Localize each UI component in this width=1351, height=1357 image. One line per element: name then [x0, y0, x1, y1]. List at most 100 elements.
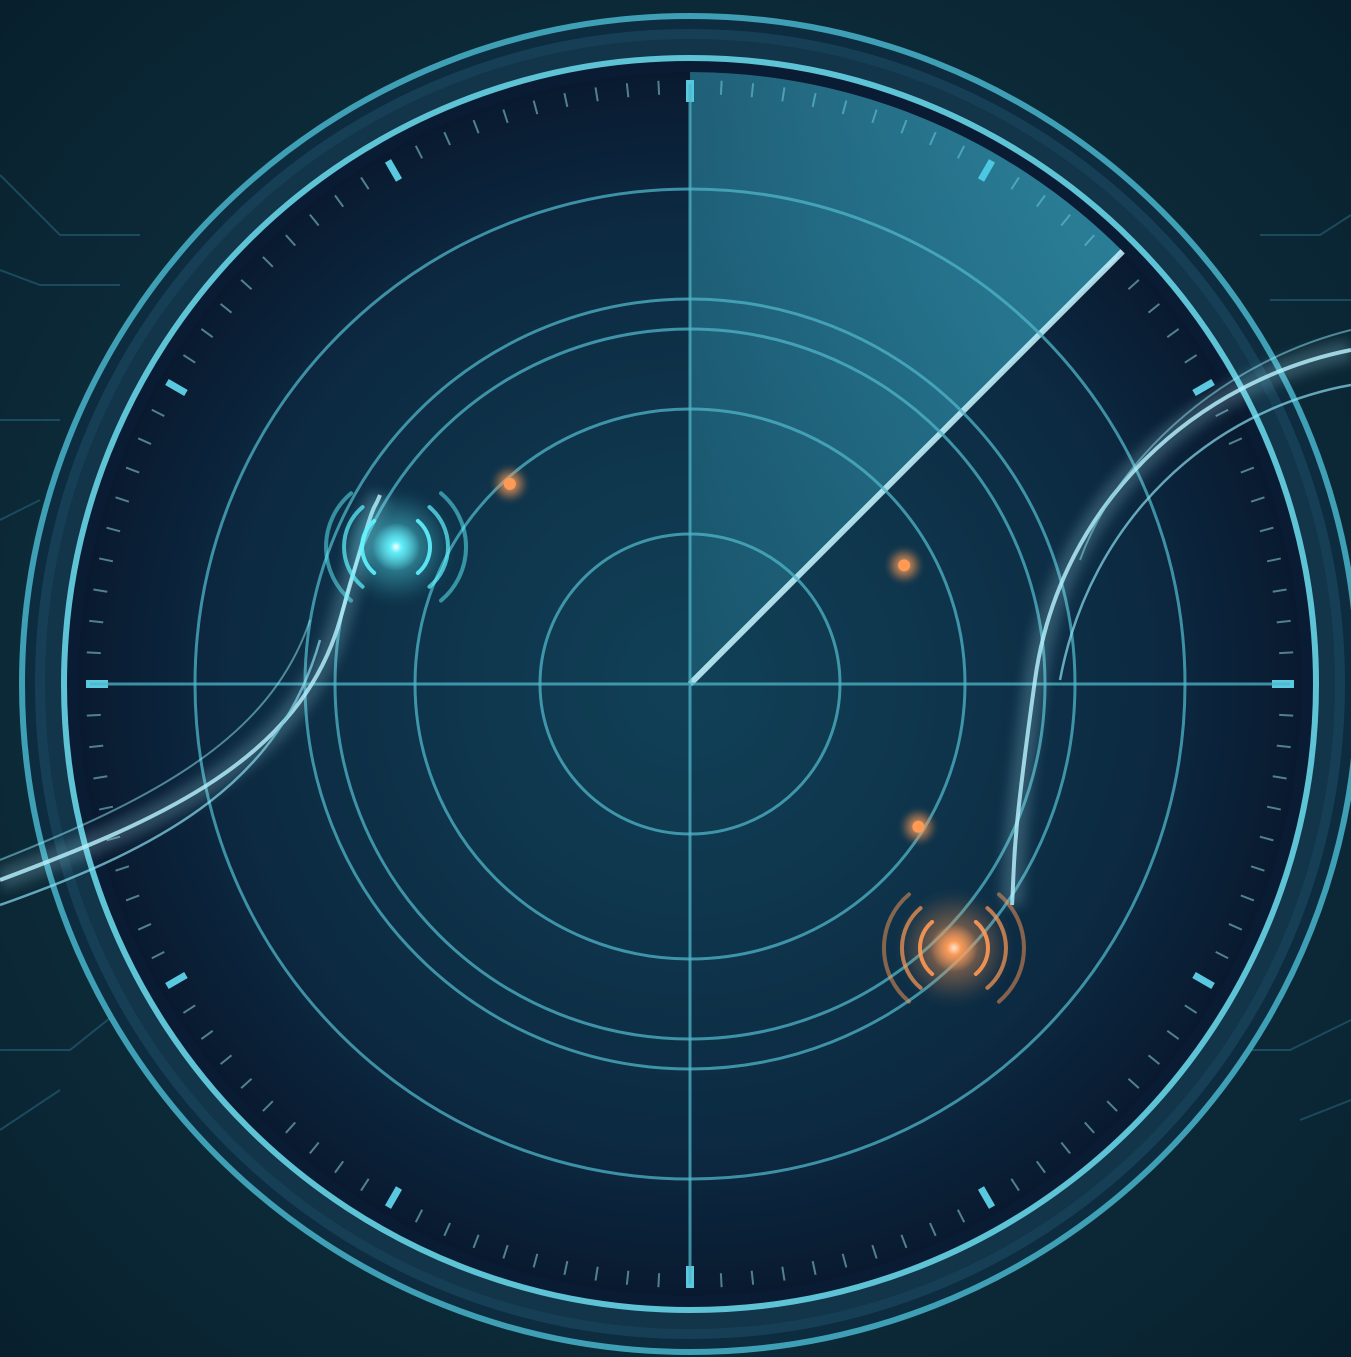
signal-trail-right: [1001, 329, 1351, 906]
minor-tick: [472, 119, 480, 134]
signal-arc: [973, 919, 990, 977]
minor-tick: [1240, 894, 1255, 902]
minor-tick: [89, 619, 104, 624]
minor-tick: [93, 588, 108, 593]
minor-tick: [625, 1270, 630, 1285]
minor-tick: [750, 1270, 755, 1285]
minor-tick: [1250, 496, 1265, 503]
minor-tick: [115, 496, 130, 503]
signal-arc: [918, 919, 935, 977]
minor-tick: [1228, 437, 1243, 445]
signal-arc: [360, 518, 377, 575]
echo-core: [912, 820, 925, 833]
minor-tick: [657, 1273, 661, 1288]
orange-echo-3: [900, 808, 937, 845]
minor-tick: [182, 1004, 196, 1014]
minor-tick: [200, 328, 214, 339]
minor-tick: [219, 303, 233, 314]
signal-arc: [899, 906, 923, 990]
minor-tick: [657, 80, 661, 95]
signal-arc: [427, 505, 451, 589]
minor-tick: [1147, 303, 1161, 314]
signal-arc: [881, 892, 911, 1004]
minor-tick: [285, 1121, 296, 1134]
minor-tick: [93, 775, 108, 780]
major-tick: [1192, 971, 1215, 990]
signal-arc: [996, 892, 1026, 1004]
minor-tick: [151, 408, 165, 418]
minor-tick: [182, 354, 196, 364]
minor-tick: [443, 131, 451, 146]
minor-tick: [360, 176, 370, 190]
major-tick: [384, 1186, 403, 1209]
minor-tick: [98, 557, 114, 563]
minor-tick: [414, 1209, 424, 1223]
minor-tick: [1279, 713, 1294, 717]
minor-tick: [125, 894, 140, 902]
radar-sweep-beam: [690, 72, 1123, 684]
minor-tick: [1266, 557, 1282, 563]
minor-tick: [532, 1253, 539, 1268]
minor-tick: [414, 145, 424, 159]
minor-tick: [334, 194, 345, 208]
minor-tick: [1035, 1160, 1046, 1174]
minor-tick: [625, 83, 630, 98]
signal-arc: [439, 491, 469, 603]
minor-tick: [1228, 923, 1243, 931]
minor-tick: [1279, 651, 1294, 655]
minor-tick: [594, 87, 599, 102]
echo-core: [898, 559, 911, 572]
minor-tick: [594, 1266, 599, 1281]
minor-tick: [1127, 279, 1140, 290]
minor-tick: [1010, 1178, 1020, 1192]
minor-tick: [1240, 466, 1255, 474]
minor-tick: [1272, 588, 1287, 593]
radar-sweep-leading-edge: [687, 249, 1125, 687]
minor-tick: [309, 213, 320, 227]
minor-tick: [106, 526, 121, 533]
minor-tick: [151, 950, 165, 960]
target-core: [372, 522, 421, 571]
orange-blip: [881, 892, 1026, 1004]
minor-tick: [563, 1260, 569, 1276]
minor-tick: [1084, 1121, 1095, 1134]
major-tick: [977, 1186, 996, 1209]
minor-tick: [900, 1234, 908, 1249]
minor-tick: [871, 1244, 878, 1259]
minor-tick: [1147, 1054, 1161, 1065]
minor-tick: [262, 256, 274, 268]
minor-tick: [137, 437, 152, 445]
major-tick: [165, 971, 188, 990]
minor-tick: [956, 1209, 966, 1223]
minor-tick: [841, 1253, 848, 1268]
radar-targets: [324, 465, 1026, 1004]
minor-tick: [1184, 354, 1198, 364]
minor-tick: [502, 109, 509, 124]
major-tick: [1192, 378, 1215, 397]
minor-tick: [1272, 775, 1287, 780]
minor-tick: [719, 1273, 723, 1288]
minor-tick: [125, 466, 140, 474]
minor-tick: [262, 1100, 274, 1112]
major-tick: [384, 159, 403, 182]
signal-arc: [324, 491, 354, 603]
minor-tick: [89, 744, 104, 749]
echo-core: [503, 477, 516, 490]
minor-tick: [1166, 1029, 1180, 1040]
minor-tick: [1106, 1100, 1118, 1112]
minor-tick: [309, 1141, 320, 1155]
minor-tick: [1259, 526, 1274, 533]
target-core: [929, 923, 978, 972]
minor-tick: [781, 1266, 786, 1281]
minor-tick: [1127, 1078, 1140, 1089]
minor-tick: [1276, 744, 1291, 749]
minor-tick: [443, 1222, 451, 1237]
minor-tick: [98, 805, 114, 811]
minor-tick: [240, 1078, 253, 1089]
minor-tick: [137, 923, 152, 931]
minor-tick: [811, 1260, 817, 1276]
minor-tick: [219, 1054, 233, 1065]
minor-tick: [200, 1029, 214, 1040]
